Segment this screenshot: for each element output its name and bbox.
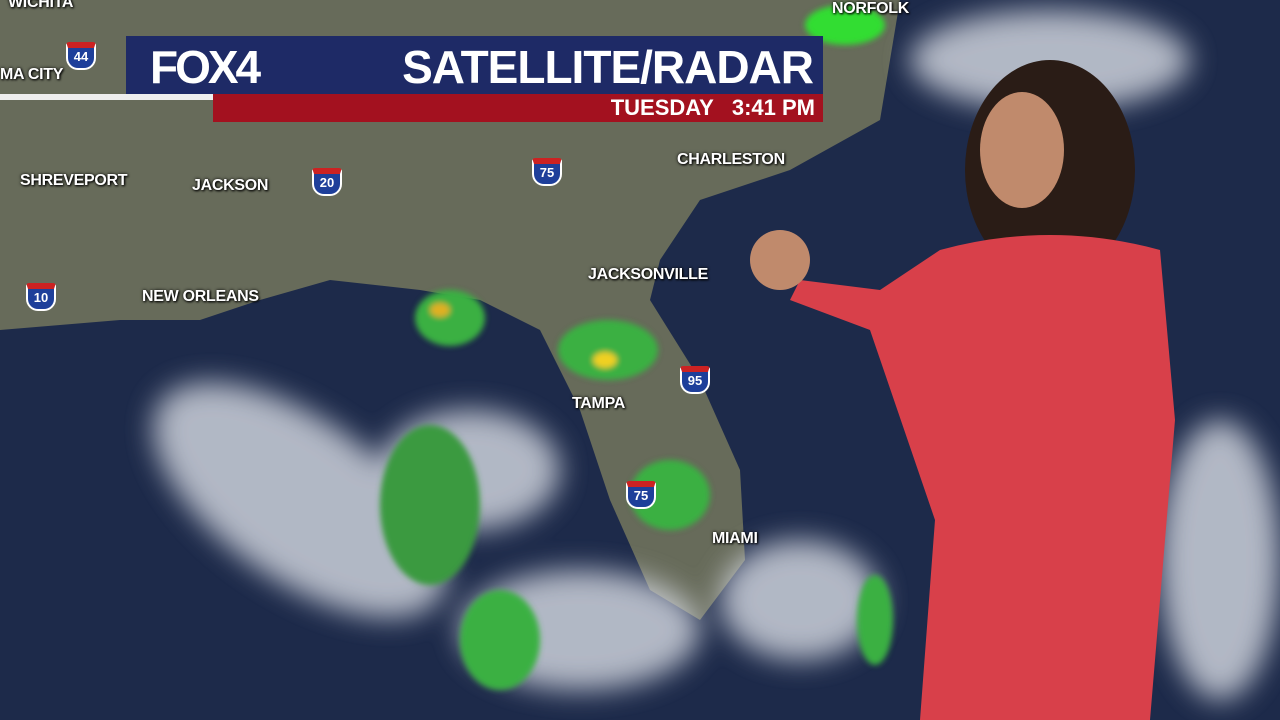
interstate-shield: 20 [312,168,342,196]
presenter [750,60,1175,720]
interstate-shield: 95 [680,366,710,394]
title-banner: FOX4 SATELLITE/RADAR [126,36,823,94]
segment-title: SATELLITE/RADAR [402,41,814,93]
interstate-shield: 44 [66,42,96,70]
city-label: JACKSON [192,177,269,194]
city-label: MA CITY [0,66,64,83]
city-label: JACKSONVILLE [588,266,708,283]
day-label: TUESDAY [610,95,714,120]
banner-accent-line [0,94,213,100]
city-label: WICHITA [8,0,74,11]
interstate-shield: 10 [26,283,56,311]
city-label: MIAMI [712,530,758,547]
city-label: NEW ORLEANS [142,288,259,305]
city-label: NORFOLK [832,0,910,17]
station-logo: FOX4 [150,41,261,93]
city-label: SHREVEPORT [20,172,128,189]
radar-echoes [380,5,893,690]
interstate-shield: 75 [532,158,562,186]
interstate-shield: 75 [626,481,656,509]
city-label: CHARLESTON [677,151,785,168]
date-time-bar: TUESDAY 3:41 PM [213,94,823,122]
time-label: 3:41 PM [731,95,815,120]
city-label: TAMPA [572,395,626,412]
